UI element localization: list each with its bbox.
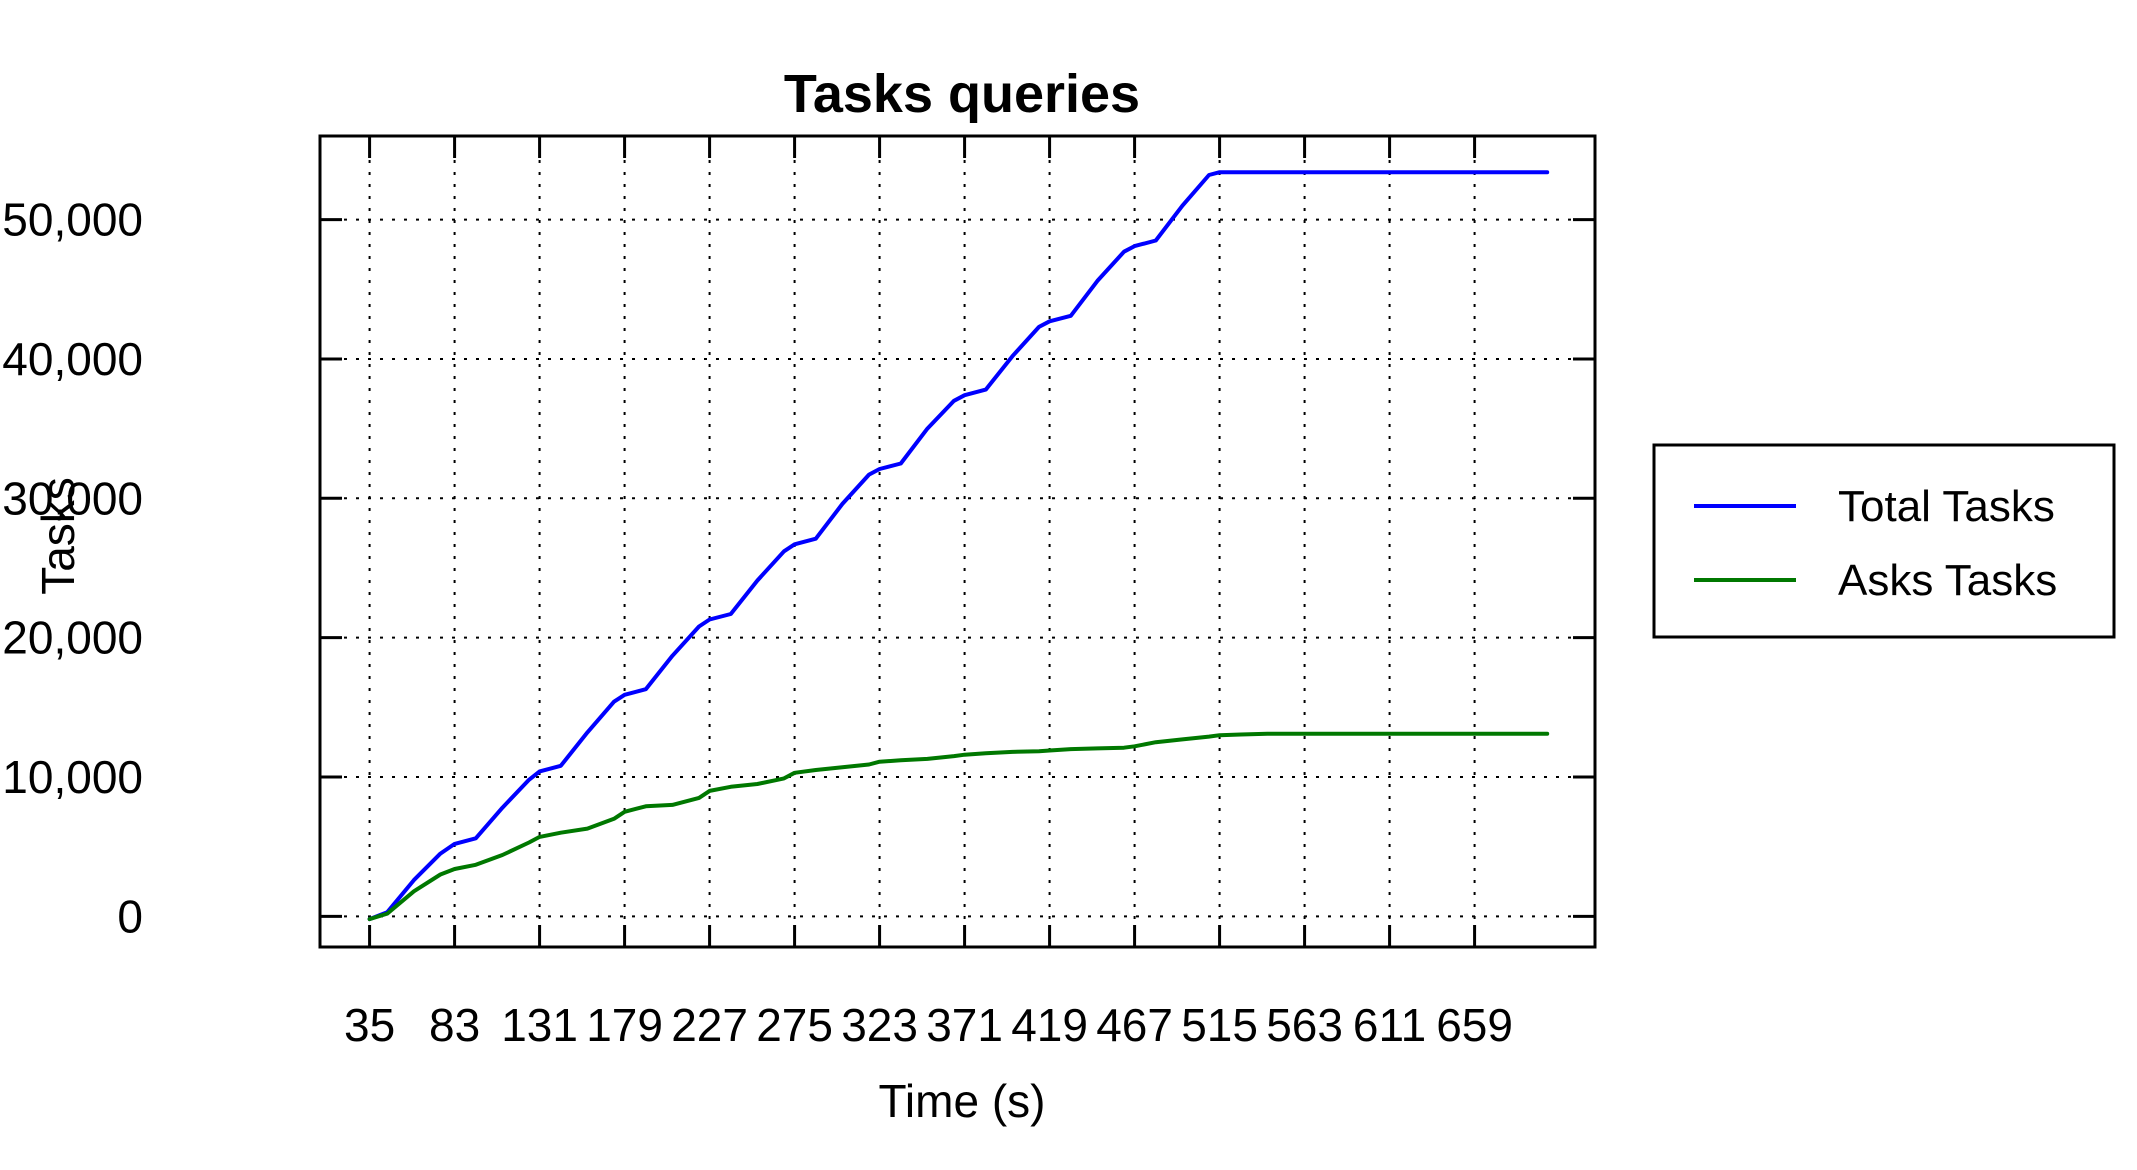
series-line-total-tasks	[367, 170, 1550, 922]
y-tick-label: 30,000	[2, 472, 143, 524]
grid-lines	[320, 136, 1595, 947]
x-tick-label: 323	[841, 999, 918, 1051]
x-tick-label: 467	[1096, 999, 1173, 1051]
x-tick-labels: 35 83 131 179 227 275 323 371 419 467 515 563 611 659	[344, 999, 1513, 1051]
y-tick-label: 20,000	[2, 612, 143, 664]
y-axis-label: Tasks	[32, 477, 84, 595]
x-tick-label: 611	[1353, 999, 1426, 1051]
chart-title: Tasks queries	[784, 64, 1140, 124]
legend-label-asks-tasks: Asks Tasks	[1838, 556, 2057, 605]
y-tick-label: 10,000	[2, 751, 143, 803]
legend-box	[1652, 443, 2116, 639]
legend-label-total-tasks: Total Tasks	[1838, 482, 2055, 531]
y-tick-label: 50,000	[2, 194, 143, 246]
x-tick-label: 371	[926, 999, 1003, 1051]
legend: Total Tasks Asks Tasks	[1652, 443, 2116, 639]
axis-ticks	[320, 136, 1595, 947]
x-tick-label: 659	[1436, 999, 1513, 1051]
series-lines	[367, 170, 1550, 922]
x-tick-label: 275	[756, 999, 833, 1051]
x-tick-label: 83	[429, 999, 480, 1051]
x-tick-label: 131	[501, 999, 578, 1051]
x-tick-label: 227	[671, 999, 748, 1051]
x-tick-label: 179	[586, 999, 663, 1051]
x-tick-label: 563	[1266, 999, 1343, 1051]
series-line-asks-tasks	[367, 731, 1550, 922]
x-tick-label: 35	[344, 999, 395, 1051]
y-tick-label: 40,000	[2, 333, 143, 385]
y-tick-label: 0	[117, 890, 143, 942]
x-tick-label: 515	[1181, 999, 1258, 1051]
y-tick-labels: 0 10,000 20,000 30,000 40,000 50,000	[2, 194, 143, 943]
plot-frame	[318, 134, 1597, 949]
x-axis-label: Time (s)	[879, 1075, 1046, 1127]
x-tick-label: 419	[1011, 999, 1088, 1051]
